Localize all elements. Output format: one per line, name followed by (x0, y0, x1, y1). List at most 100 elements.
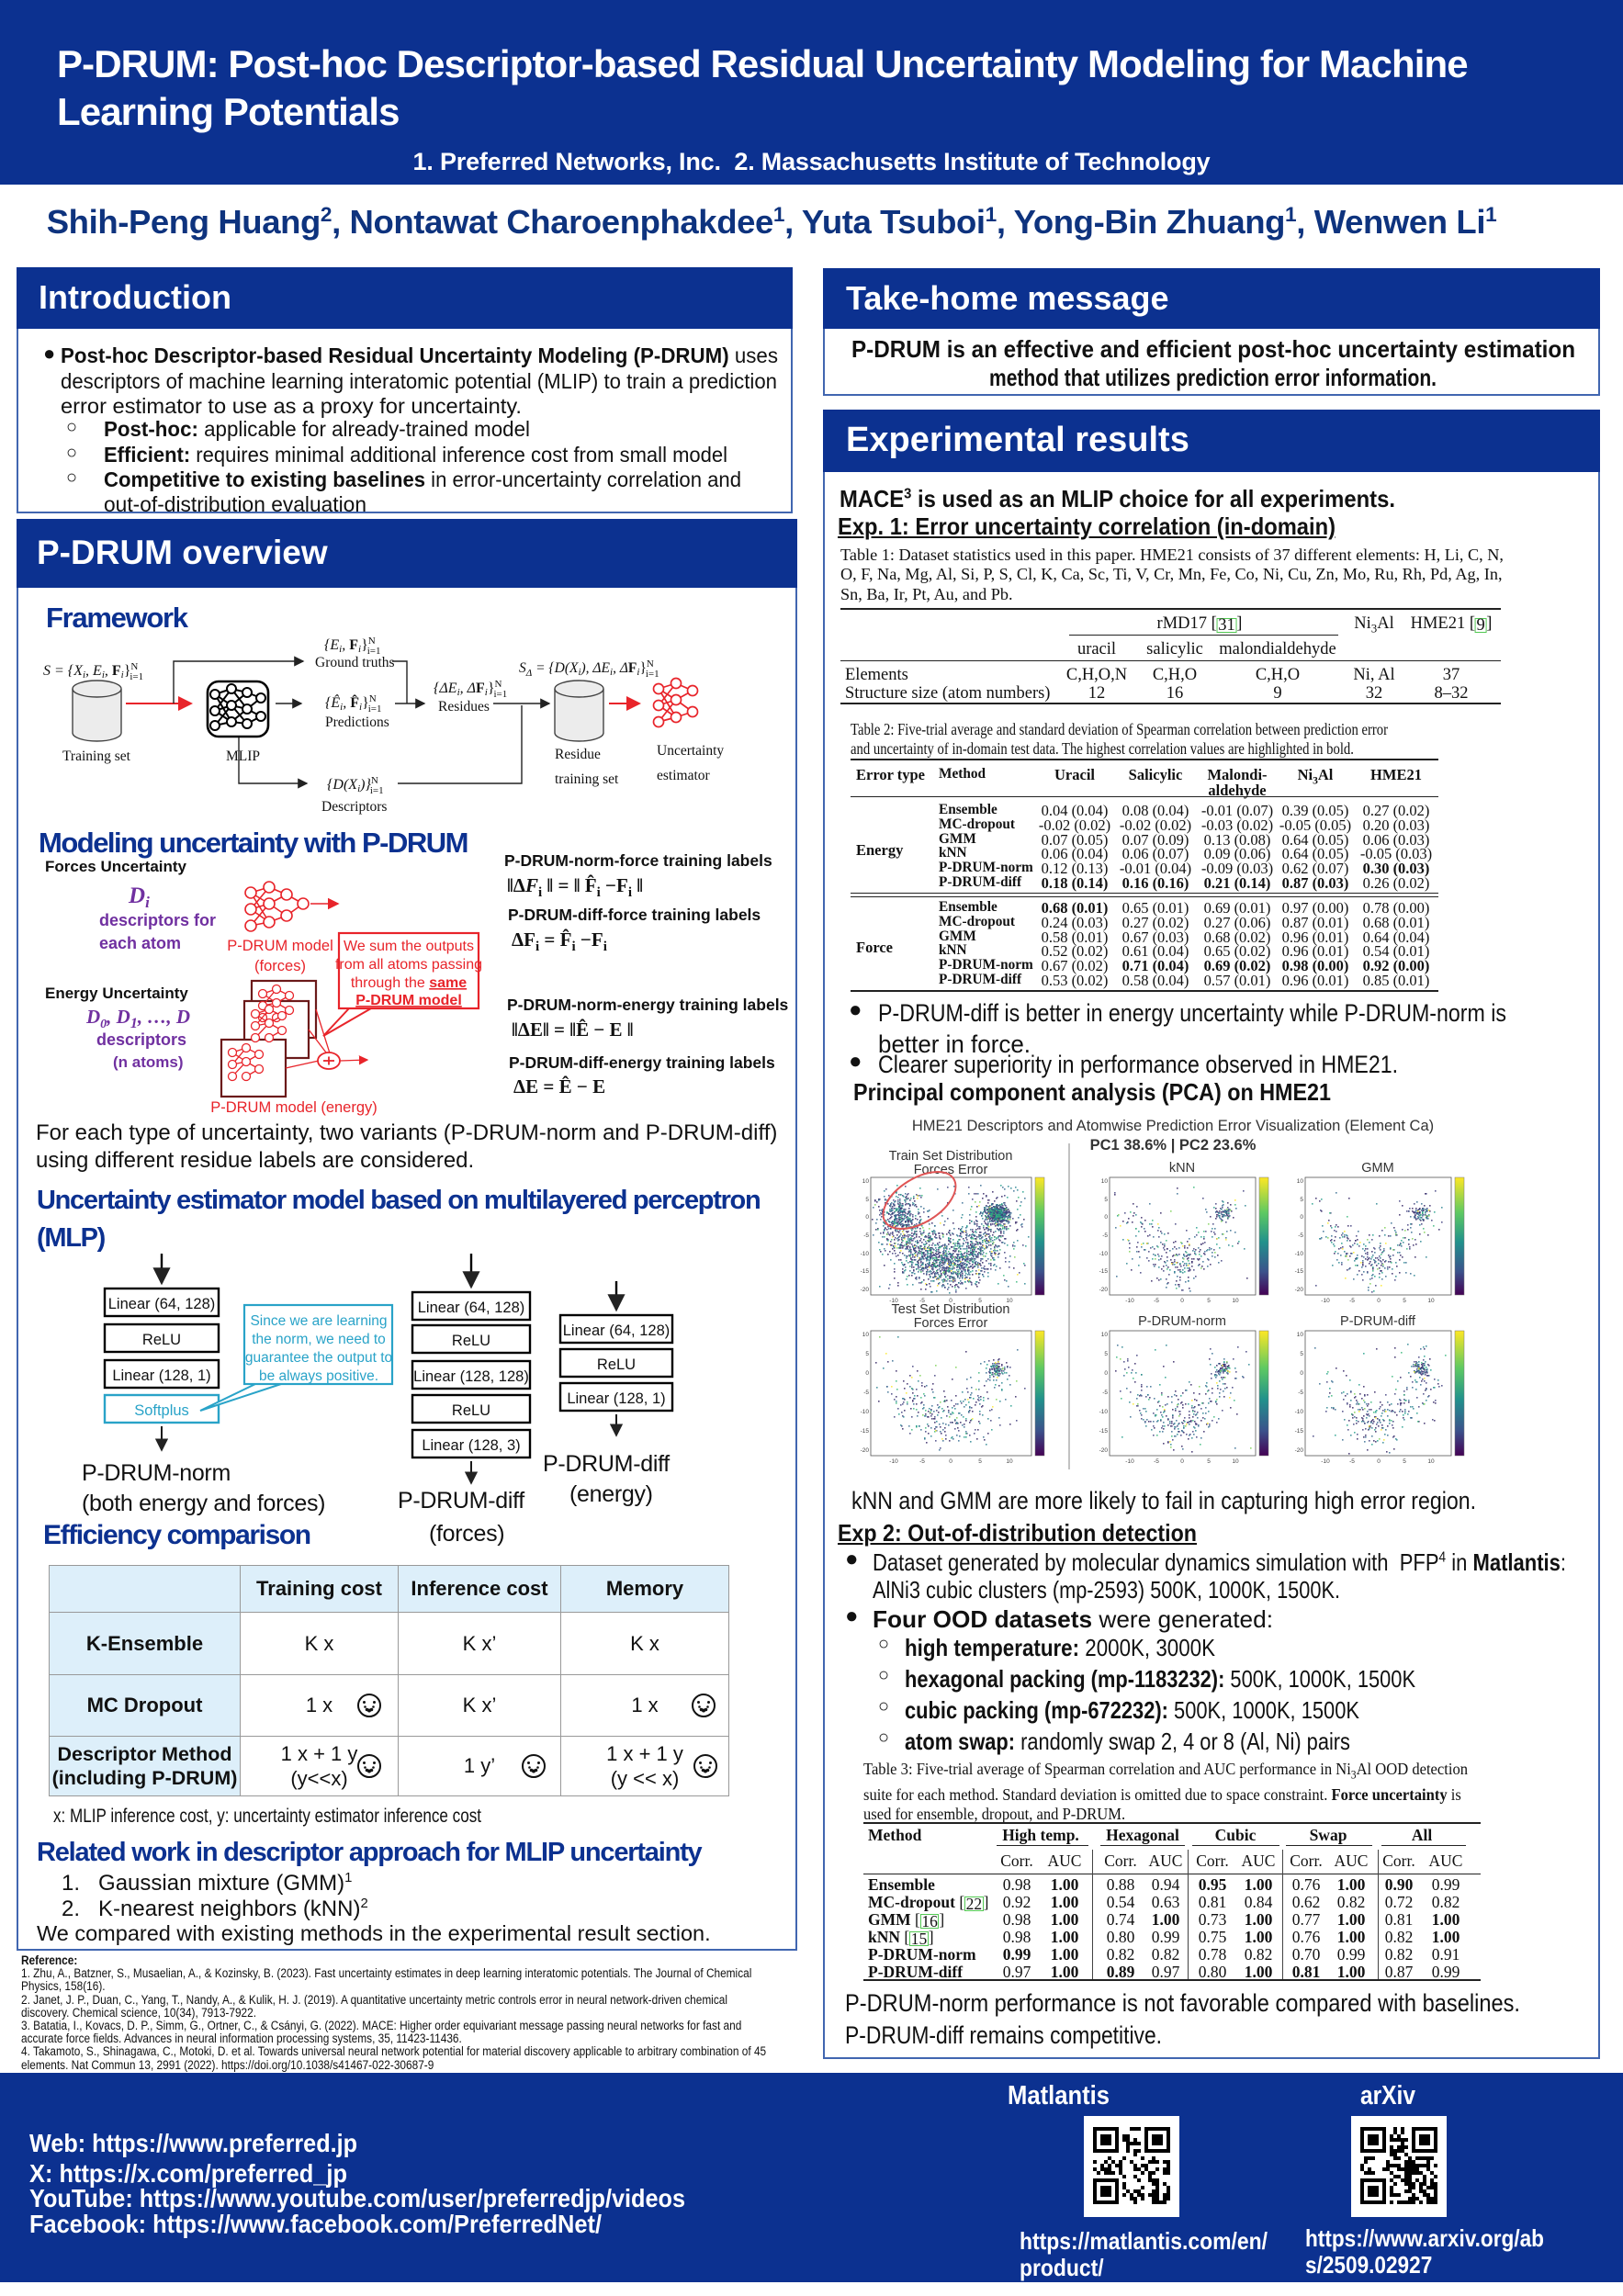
svg-text:kNN: kNN (1169, 1161, 1195, 1176)
svg-text:Linear (128, 128): Linear (128, 128) (413, 1368, 529, 1385)
svg-text:‖ΔFi ‖ = ‖ F̂i −Fi ‖: ‖ΔFi ‖ = ‖ F̂i −Fi ‖ (507, 874, 643, 900)
svg-text:P-DRUM model: P-DRUM model (355, 993, 462, 1008)
svg-text:5: 5 (978, 1298, 982, 1304)
svg-text:ReLU: ReLU (452, 1333, 490, 1349)
svg-text:-5: -5 (1102, 1390, 1108, 1396)
svg-text:0: 0 (1377, 1458, 1381, 1465)
svg-text:-15: -15 (861, 1268, 870, 1275)
svg-text:We sum the outputs: We sum the outputs (344, 939, 474, 954)
svg-text:ΔFi = F̂i −Fi: ΔFi = F̂i −Fi (512, 929, 607, 954)
svg-text:Train Set Distribution: Train Set Distribution (889, 1149, 1013, 1164)
svg-text:10: 10 (1232, 1458, 1239, 1465)
svg-text:D0, D1, …, D: D0, D1, …, D (85, 1006, 190, 1031)
svg-text:P-DRUM-diff: P-DRUM-diff (1340, 1314, 1416, 1329)
svg-text:(energy): (energy) (569, 1481, 653, 1507)
svg-text:-10: -10 (1099, 1251, 1109, 1257)
svg-text:the norm, we need to: the norm, we need to (252, 1332, 386, 1347)
svg-text:-10: -10 (889, 1298, 898, 1304)
svg-text:each atom: each atom (99, 934, 181, 952)
svg-text:P-DRUM-norm: P-DRUM-norm (82, 1460, 231, 1486)
svg-text:10: 10 (862, 1332, 870, 1338)
svg-text:10: 10 (1006, 1298, 1013, 1304)
svg-text:Since we are learning: Since we are learning (250, 1313, 387, 1329)
svg-text:P-DRUM-diff: P-DRUM-diff (543, 1451, 670, 1477)
svg-text:0: 0 (949, 1298, 952, 1304)
svg-text:-15: -15 (1099, 1428, 1109, 1435)
svg-text:-20: -20 (1295, 1287, 1304, 1293)
svg-text:‖ΔE‖ = ‖Ê − E ‖: ‖ΔE‖ = ‖Ê − E ‖ (512, 1019, 634, 1041)
svg-text:-5: -5 (863, 1232, 869, 1239)
svg-text:P-DRUM-diff: P-DRUM-diff (398, 1488, 524, 1514)
svg-text:descriptors: descriptors (96, 1030, 186, 1049)
svg-text:10: 10 (1232, 1298, 1239, 1304)
svg-text:5: 5 (1403, 1458, 1406, 1465)
svg-text:10: 10 (1006, 1458, 1013, 1465)
svg-text:0: 0 (949, 1458, 952, 1465)
svg-text:Test Set Distribution: Test Set Distribution (892, 1302, 1010, 1317)
svg-text:0: 0 (1300, 1370, 1303, 1377)
svg-text:P-DRUM-diff-force training lab: P-DRUM-diff-force training labels (508, 906, 761, 924)
svg-text:be always positive.: be always positive. (259, 1368, 378, 1384)
svg-text:-5: -5 (1154, 1298, 1159, 1304)
svg-text:-10: -10 (1125, 1458, 1134, 1465)
svg-text:5: 5 (1207, 1298, 1211, 1304)
svg-text:S = {Xi, Ei, Fi}Ni=1: S = {Xi, Ei, Fi}N i=1 (43, 661, 143, 682)
svg-text:0: 0 (1104, 1214, 1108, 1221)
svg-text:5: 5 (1403, 1298, 1406, 1304)
svg-text:(n atoms): (n atoms) (113, 1053, 184, 1071)
svg-text:estimator: estimator (657, 768, 711, 783)
svg-text:Descriptors: Descriptors (321, 799, 387, 815)
svg-text:ReLU: ReLU (452, 1402, 490, 1419)
svg-text:Energy Uncertainty: Energy Uncertainty (45, 985, 188, 1002)
svg-text:P-DRUM-norm: P-DRUM-norm (1138, 1314, 1226, 1329)
svg-text:5: 5 (1104, 1197, 1108, 1203)
svg-text:through the same: through the same (351, 975, 467, 991)
svg-text:10: 10 (1297, 1332, 1304, 1338)
svg-text:Softplus: Softplus (134, 1402, 189, 1419)
svg-text:-10: -10 (1295, 1251, 1304, 1257)
svg-text:5: 5 (1300, 1351, 1303, 1357)
svg-text:{Ei, Fi}Ni=1: {Ei, Fi}N i=1 (324, 636, 380, 657)
svg-text:-5: -5 (1349, 1458, 1355, 1465)
svg-text:-10: -10 (1295, 1409, 1304, 1415)
svg-text:PC1 38.6% | PC2 23.6%: PC1 38.6% | PC2 23.6% (1090, 1137, 1257, 1154)
svg-text:-5: -5 (863, 1390, 869, 1396)
svg-text:Linear (64, 128): Linear (64, 128) (563, 1322, 671, 1339)
svg-text:guarantee the output to: guarantee the output to (245, 1350, 392, 1366)
svg-text:0: 0 (1300, 1214, 1303, 1221)
svg-text:ReLU: ReLU (142, 1332, 181, 1348)
svg-text:-15: -15 (1099, 1268, 1109, 1275)
svg-text:Training set: Training set (62, 748, 131, 764)
svg-text:{Êi, F̂i}Ni=1: {Êi, F̂i}N i=1 (325, 693, 381, 715)
svg-text:-5: -5 (919, 1298, 925, 1304)
svg-text:-20: -20 (1099, 1447, 1109, 1454)
svg-text:SΔ = {D(Xi), ΔEi, ΔFi}Ni=1: SΔ = {D(Xi), ΔEi, ΔFi}N i=1 (519, 658, 659, 680)
svg-text:-5: -5 (1102, 1232, 1108, 1239)
svg-text:0: 0 (1377, 1298, 1381, 1304)
svg-text:10: 10 (1297, 1178, 1304, 1185)
svg-text:-20: -20 (861, 1447, 870, 1454)
svg-text:from all atoms passing: from all atoms passing (335, 957, 482, 973)
svg-text:(forces): (forces) (254, 958, 306, 974)
svg-text:Linear (64, 128): Linear (64, 128) (108, 1296, 216, 1312)
svg-text:-5: -5 (1349, 1298, 1355, 1304)
svg-text:10: 10 (862, 1178, 870, 1185)
svg-text:0: 0 (1180, 1298, 1184, 1304)
svg-text:-10: -10 (1321, 1458, 1330, 1465)
svg-text:training set: training set (555, 771, 619, 787)
svg-text:P-DRUM-norm-energy training la: P-DRUM-norm-energy training labels (507, 996, 789, 1014)
svg-text:-15: -15 (861, 1428, 870, 1435)
svg-text:(forces): (forces) (429, 1521, 504, 1547)
svg-text:-5: -5 (1298, 1232, 1303, 1239)
svg-text:5: 5 (1104, 1351, 1108, 1357)
svg-text:Residues: Residues (438, 699, 490, 715)
svg-text:P-DRUM-norm-force training lab: P-DRUM-norm-force training labels (504, 851, 772, 870)
svg-text:-15: -15 (1295, 1268, 1304, 1275)
svg-text:(both energy and forces): (both energy and forces) (82, 1491, 325, 1516)
svg-text:P-DRUM model: P-DRUM model (227, 938, 333, 954)
svg-text:Forces Error: Forces Error (914, 1163, 988, 1177)
svg-text:-5: -5 (919, 1458, 925, 1465)
svg-text:Linear (64, 128): Linear (64, 128) (418, 1300, 525, 1316)
svg-text:10: 10 (1101, 1178, 1109, 1185)
svg-text:0: 0 (865, 1370, 869, 1377)
